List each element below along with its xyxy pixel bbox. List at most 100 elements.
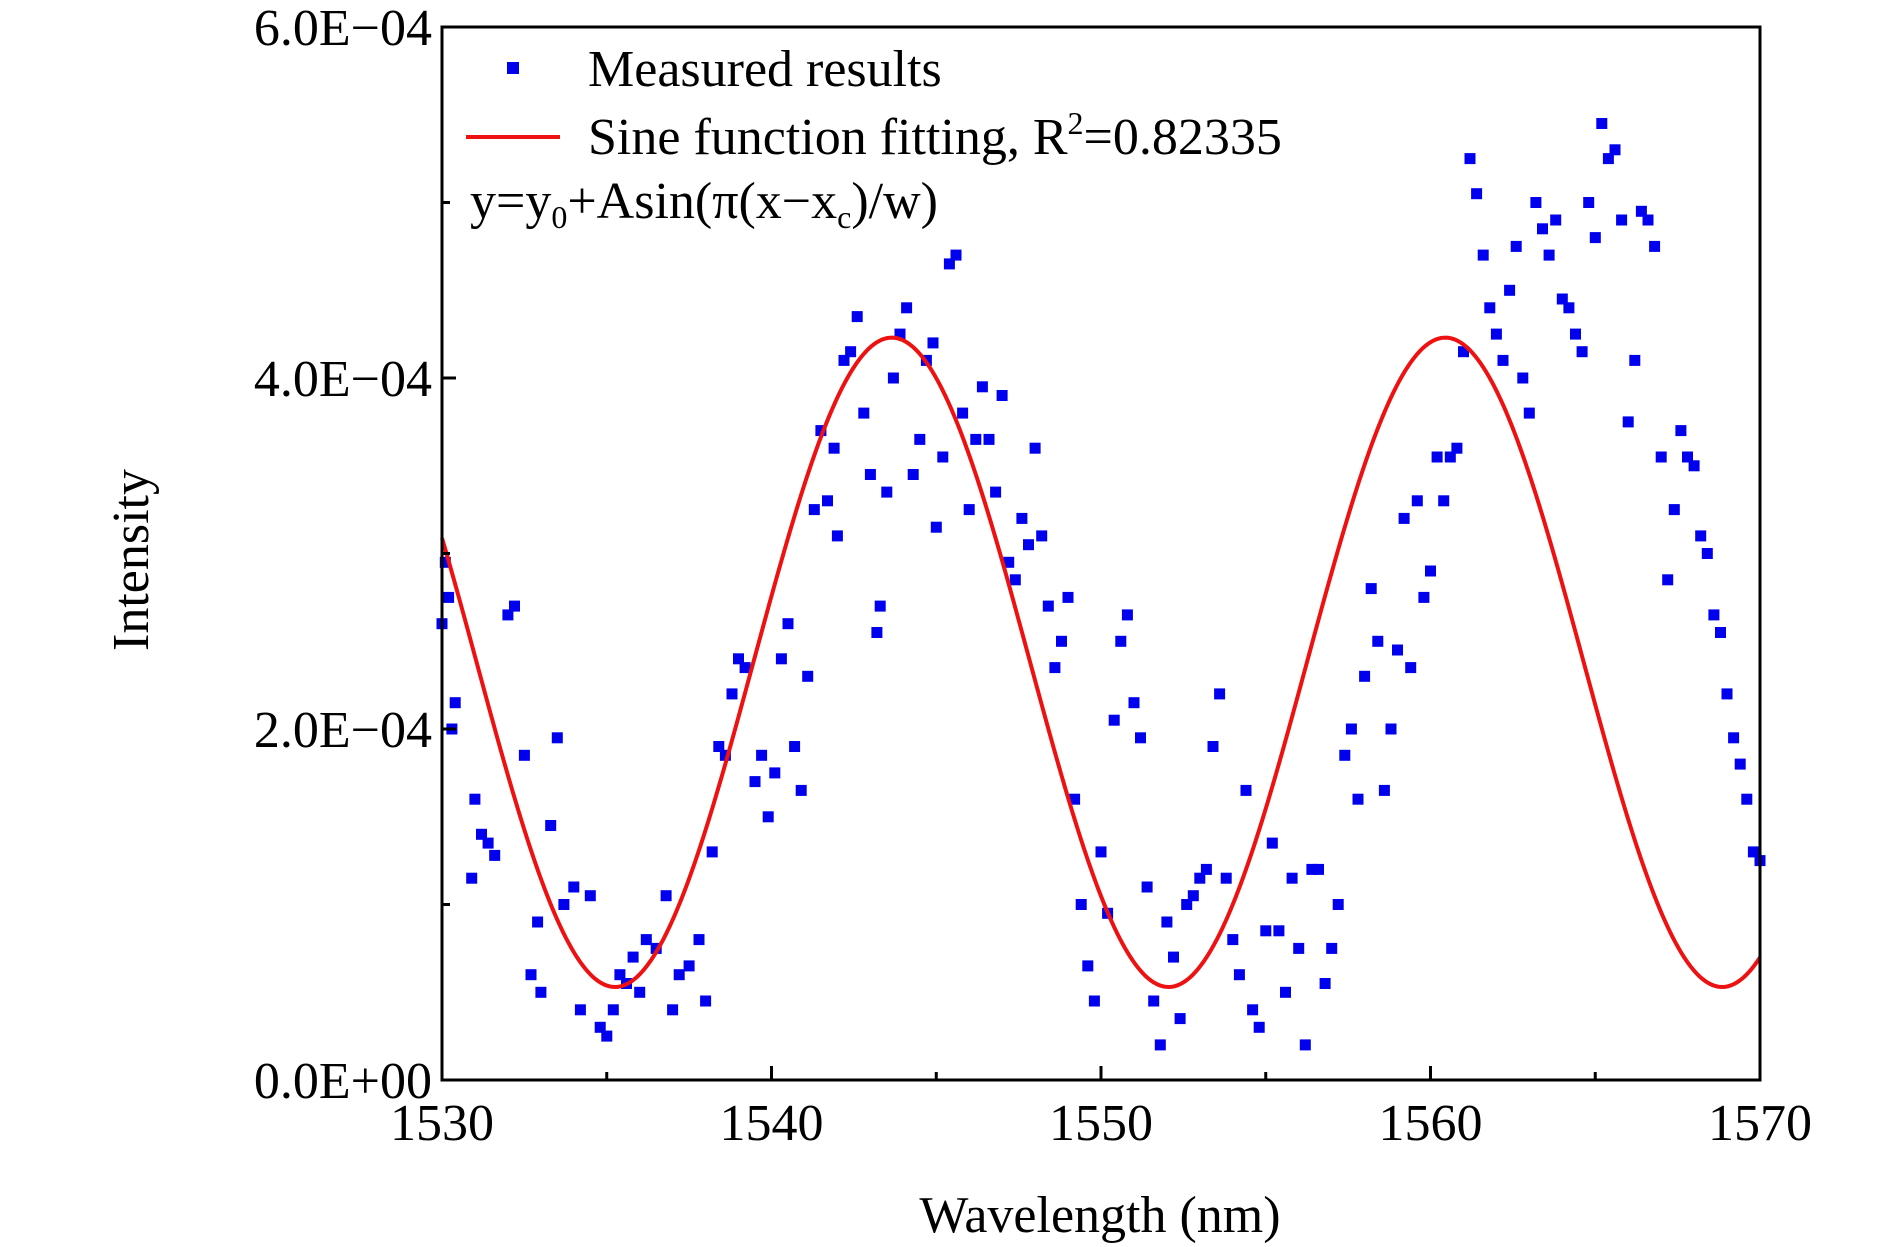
data-point	[1214, 688, 1226, 700]
data-point	[1352, 793, 1364, 805]
data-point	[594, 1021, 606, 1033]
data-point	[1168, 951, 1179, 963]
data-point	[1425, 565, 1436, 577]
data-point	[976, 381, 988, 393]
data-point	[1622, 416, 1634, 428]
data-point	[1194, 872, 1206, 884]
data-point	[930, 521, 942, 533]
data-point	[1734, 758, 1746, 770]
legend-label-measured: Measured results	[588, 41, 942, 98]
legend-fit-prefix: Sine function fitting, R	[588, 109, 1068, 166]
data-point	[1174, 1013, 1186, 1025]
data-point	[443, 591, 455, 603]
x-tick-label: 1570	[1708, 1095, 1812, 1152]
data-point	[1200, 863, 1212, 875]
data-point	[683, 960, 695, 972]
data-point	[1253, 1021, 1265, 1033]
data-point	[808, 504, 820, 516]
data-point	[1220, 872, 1232, 884]
data-point	[545, 820, 557, 831]
data-point	[627, 951, 639, 963]
data-point	[943, 258, 955, 270]
data-point	[1411, 495, 1423, 507]
x-tick-label: 1530	[390, 1095, 494, 1152]
data-point	[851, 311, 863, 323]
data-point	[1049, 662, 1061, 674]
data-point	[845, 346, 857, 358]
y-tick-label: 6.0E−04	[254, 0, 432, 57]
data-point	[1378, 784, 1390, 796]
data-point	[789, 741, 801, 752]
data-point	[1629, 354, 1641, 366]
data-point	[476, 828, 487, 840]
data-point	[439, 556, 451, 568]
data-point	[1451, 442, 1463, 454]
data-point	[1088, 995, 1100, 1007]
data-point	[1530, 197, 1542, 208]
data-point	[1009, 574, 1021, 586]
data-point	[551, 732, 563, 744]
y-tick-label: 0.0E+00	[254, 1053, 432, 1110]
data-point	[1299, 1039, 1311, 1051]
data-point	[937, 451, 949, 463]
data-point	[1497, 354, 1509, 366]
data-point	[1464, 153, 1476, 165]
data-point	[1589, 232, 1601, 244]
data-point	[1266, 837, 1278, 849]
data-point	[1069, 793, 1081, 805]
data-point	[1728, 732, 1740, 744]
legend-label-fit: Sine function fitting, R2=0.82335	[588, 105, 1282, 166]
data-point	[1458, 346, 1469, 358]
data-point	[489, 849, 501, 861]
data-point	[762, 811, 774, 823]
data-point	[1161, 916, 1173, 928]
data-point	[1662, 574, 1674, 586]
data-point	[1240, 784, 1252, 796]
data-point	[1319, 978, 1331, 989]
data-point	[1484, 302, 1496, 314]
data-point	[614, 969, 626, 981]
data-point	[607, 1004, 619, 1016]
data-point	[1108, 714, 1120, 726]
data-point	[1247, 1004, 1259, 1016]
data-point	[1444, 451, 1456, 463]
data-point	[1326, 942, 1338, 954]
data-point	[739, 662, 751, 674]
data-point	[673, 969, 685, 981]
data-point	[1306, 863, 1318, 875]
data-point	[1227, 934, 1239, 946]
data-point	[795, 784, 807, 796]
data-point	[831, 530, 843, 542]
data-point	[568, 881, 580, 893]
x-tick-label: 1560	[1379, 1095, 1483, 1152]
data-point	[1431, 451, 1443, 463]
data-point	[996, 390, 1008, 401]
formula-sub-0: 0	[551, 199, 567, 235]
data-point	[1523, 407, 1535, 419]
data-point	[963, 504, 975, 516]
data-point	[601, 1030, 613, 1042]
scatter-points	[436, 118, 1766, 1051]
data-point	[950, 249, 962, 261]
data-point	[1682, 451, 1693, 463]
legend-marker-measured	[507, 62, 519, 74]
data-point	[700, 995, 712, 1007]
data-point	[1359, 670, 1371, 682]
y-tick-label: 2.0E−04	[254, 702, 432, 759]
data-point	[1510, 240, 1522, 252]
x-tick-label: 1550	[1049, 1095, 1153, 1152]
data-point	[693, 934, 705, 946]
data-point	[1141, 881, 1153, 893]
legend-fit-sup: 2	[1068, 105, 1084, 141]
data-point	[1708, 609, 1720, 621]
data-point	[914, 433, 926, 445]
data-point	[1075, 899, 1087, 910]
data-point	[482, 837, 494, 849]
data-point	[1609, 144, 1621, 156]
data-point	[1563, 302, 1575, 314]
formula-part-2: +Asin(π(x−x	[567, 173, 837, 230]
legend: Measured results Sine function fitting, …	[466, 41, 1282, 235]
data-point	[1688, 460, 1700, 472]
data-point	[1556, 293, 1568, 305]
data-point	[584, 890, 596, 902]
